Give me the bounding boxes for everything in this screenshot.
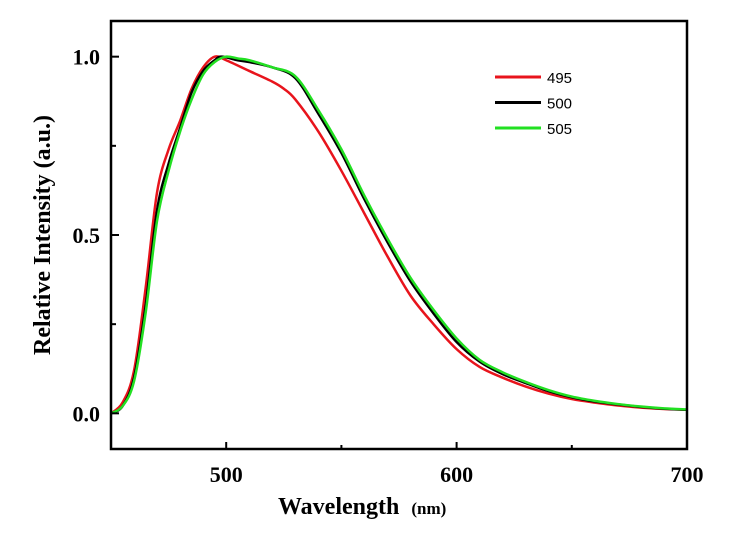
- x-tick-label: 500: [210, 462, 243, 487]
- y-tick-label: 0.0: [73, 401, 101, 426]
- x-tick-label: 700: [671, 462, 704, 487]
- y-tick-label: 1.0: [73, 45, 101, 70]
- legend-label-505: 505: [547, 121, 572, 138]
- ticks: 500 600 700 0.0 0.5 1.0: [73, 45, 704, 487]
- legend: 495 500 505: [495, 70, 572, 138]
- x-tick-label: 600: [440, 462, 473, 487]
- series-line-505: [110, 55, 688, 415]
- series-line-495: [110, 55, 688, 415]
- legend-label-500: 500: [547, 96, 572, 113]
- series-line-500: [110, 55, 688, 415]
- y-axis-title: Relative Intensity (a.u.): [30, 115, 56, 355]
- x-axis-title: Wavelength (nm): [278, 494, 446, 520]
- series-lines: [110, 55, 688, 415]
- y-tick-label: 0.5: [73, 223, 101, 248]
- legend-label-495: 495: [547, 70, 572, 87]
